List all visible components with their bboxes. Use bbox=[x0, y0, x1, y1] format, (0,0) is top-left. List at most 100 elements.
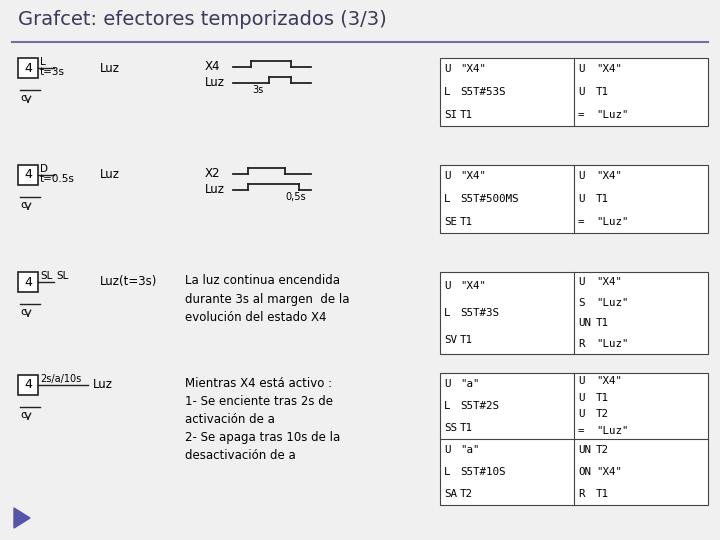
Text: U: U bbox=[578, 376, 585, 386]
Text: T1: T1 bbox=[596, 393, 609, 403]
Text: U: U bbox=[578, 393, 585, 403]
Text: SL: SL bbox=[56, 271, 68, 281]
Text: "X4": "X4" bbox=[596, 277, 622, 287]
Text: =: = bbox=[578, 217, 585, 227]
Text: 4: 4 bbox=[24, 379, 32, 392]
Bar bbox=[18, 165, 38, 185]
Text: "Luz": "Luz" bbox=[596, 298, 629, 308]
Text: S5T#2S: S5T#2S bbox=[460, 401, 499, 411]
Text: SV: SV bbox=[444, 335, 457, 346]
Text: L: L bbox=[444, 308, 451, 318]
Text: U: U bbox=[578, 277, 585, 287]
Text: "Luz": "Luz" bbox=[596, 339, 629, 349]
Text: "a": "a" bbox=[460, 379, 480, 389]
Text: S5T#53S: S5T#53S bbox=[460, 87, 505, 97]
Text: T1: T1 bbox=[596, 87, 609, 97]
Text: "a": "a" bbox=[460, 445, 480, 455]
Text: U: U bbox=[444, 64, 451, 75]
Text: U: U bbox=[578, 194, 585, 204]
Bar bbox=[18, 375, 38, 395]
Text: "X4": "X4" bbox=[596, 376, 622, 386]
Text: Luz: Luz bbox=[205, 183, 225, 196]
Text: U: U bbox=[444, 171, 451, 181]
Text: R: R bbox=[578, 489, 585, 499]
Text: T1: T1 bbox=[596, 489, 609, 499]
Text: T2: T2 bbox=[460, 489, 473, 499]
Text: Luz: Luz bbox=[93, 379, 113, 392]
Bar bbox=[440, 373, 708, 505]
Text: SA: SA bbox=[444, 489, 457, 499]
Text: "X4": "X4" bbox=[460, 64, 486, 75]
Text: UN: UN bbox=[578, 445, 591, 455]
Text: U: U bbox=[578, 409, 585, 419]
Text: T1: T1 bbox=[460, 110, 473, 120]
Text: SS: SS bbox=[444, 423, 457, 433]
Text: Luz: Luz bbox=[100, 62, 120, 75]
Text: Mientras X4 está activo :
1- Se enciente tras 2s de
activación de a
2- Se apaga : Mientras X4 está activo : 1- Se enciente… bbox=[185, 377, 341, 462]
Text: "X4": "X4" bbox=[460, 171, 486, 181]
Text: 0,5s: 0,5s bbox=[285, 192, 305, 202]
Text: SI: SI bbox=[444, 110, 457, 120]
Text: Grafcet: efectores temporizados (3/3): Grafcet: efectores temporizados (3/3) bbox=[18, 10, 387, 29]
Bar bbox=[440, 58, 708, 126]
Text: 4: 4 bbox=[24, 62, 32, 75]
Bar bbox=[440, 165, 708, 233]
Polygon shape bbox=[14, 508, 30, 528]
Text: "Luz": "Luz" bbox=[596, 110, 629, 120]
Text: S5T#10S: S5T#10S bbox=[460, 467, 505, 477]
Text: R: R bbox=[578, 339, 585, 349]
Text: L: L bbox=[444, 87, 451, 97]
Text: U: U bbox=[444, 281, 451, 291]
Text: T1: T1 bbox=[460, 217, 473, 227]
Text: SL: SL bbox=[40, 271, 53, 281]
Text: Luz: Luz bbox=[205, 76, 225, 89]
Text: U: U bbox=[444, 379, 451, 389]
Text: t=3s: t=3s bbox=[40, 67, 65, 77]
Text: 4: 4 bbox=[24, 275, 32, 288]
Text: c: c bbox=[20, 307, 26, 317]
Text: La luz continua encendida
durante 3s al margen  de la
evolución del estado X4: La luz continua encendida durante 3s al … bbox=[185, 274, 349, 324]
Text: 4: 4 bbox=[24, 168, 32, 181]
Text: S: S bbox=[578, 298, 585, 308]
Text: T1: T1 bbox=[596, 194, 609, 204]
Text: =: = bbox=[578, 110, 585, 120]
Text: =: = bbox=[578, 426, 585, 436]
Text: Luz(t=3s): Luz(t=3s) bbox=[100, 275, 158, 288]
Text: L: L bbox=[40, 57, 46, 67]
Text: T2: T2 bbox=[596, 409, 609, 419]
Text: L: L bbox=[444, 194, 451, 204]
Text: X4: X4 bbox=[205, 60, 220, 73]
Text: D: D bbox=[40, 164, 48, 174]
Text: c: c bbox=[20, 200, 26, 210]
Text: X2: X2 bbox=[205, 167, 220, 180]
Text: c: c bbox=[20, 410, 26, 420]
Text: "Luz": "Luz" bbox=[596, 217, 629, 227]
Text: "X4": "X4" bbox=[596, 171, 622, 181]
Text: Luz: Luz bbox=[100, 168, 120, 181]
Text: "X4": "X4" bbox=[460, 281, 486, 291]
Text: 2s/a/10s: 2s/a/10s bbox=[40, 374, 81, 384]
Text: L: L bbox=[444, 467, 451, 477]
Text: U: U bbox=[444, 445, 451, 455]
Text: U: U bbox=[578, 64, 585, 75]
Bar bbox=[18, 272, 38, 292]
Text: SE: SE bbox=[444, 217, 457, 227]
Text: S5T#3S: S5T#3S bbox=[460, 308, 499, 318]
Text: ON: ON bbox=[578, 467, 591, 477]
Text: "X4": "X4" bbox=[596, 467, 622, 477]
Text: U: U bbox=[578, 87, 585, 97]
Text: U: U bbox=[578, 171, 585, 181]
Text: 3s: 3s bbox=[252, 85, 264, 95]
Text: "X4": "X4" bbox=[596, 64, 622, 75]
Bar bbox=[440, 272, 708, 354]
Text: "Luz": "Luz" bbox=[596, 426, 629, 436]
Text: t=0.5s: t=0.5s bbox=[40, 174, 75, 184]
Text: T1: T1 bbox=[460, 335, 473, 346]
Text: T1: T1 bbox=[596, 318, 609, 328]
Text: T2: T2 bbox=[596, 445, 609, 455]
Text: c: c bbox=[20, 93, 26, 103]
Text: S5T#500MS: S5T#500MS bbox=[460, 194, 518, 204]
Text: T1: T1 bbox=[460, 423, 473, 433]
Text: UN: UN bbox=[578, 318, 591, 328]
Bar bbox=[18, 58, 38, 78]
